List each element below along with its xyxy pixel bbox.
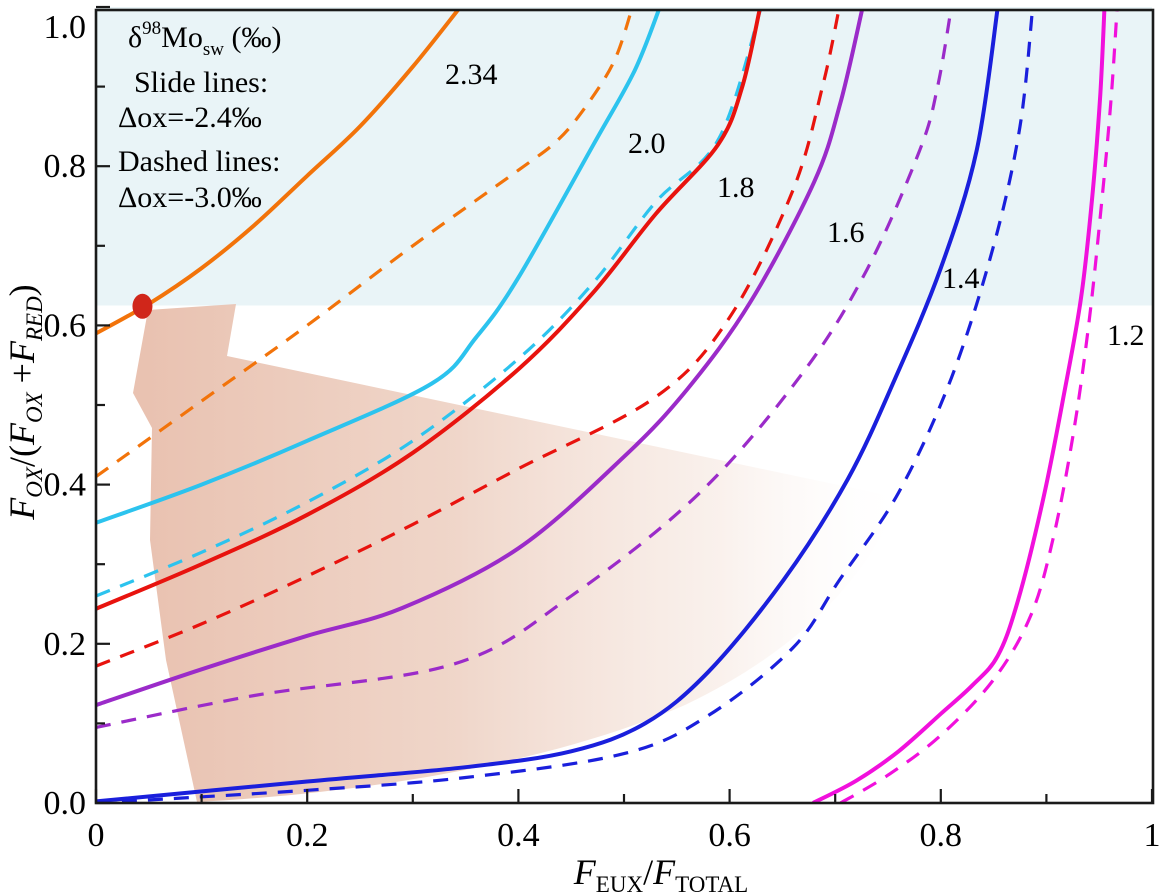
curve-18-solid <box>96 10 762 611</box>
curve-value-label-2: 2.0 <box>628 127 666 160</box>
y-tick-label: 0.0 <box>44 785 87 822</box>
curve-14-dashed <box>96 10 1035 804</box>
y-tick-label: 0.4 <box>44 467 87 504</box>
legend-block: δ98Mosw (‰) Slide lines: Δox=-2.4‰ Dashe… <box>118 18 281 214</box>
curve-16-dashed <box>96 10 953 729</box>
curve-value-label-14: 1.4 <box>942 262 980 295</box>
curve-234-dashed <box>96 10 634 478</box>
curve-14-solid <box>96 10 1000 804</box>
trend-arrow <box>133 304 900 802</box>
y-tick-label: 0.2 <box>44 626 87 663</box>
x-tick-label: 0.6 <box>708 817 751 854</box>
curve-12-dashed <box>839 10 1119 804</box>
plot-layers: 0 0.2 0.4 0.6 0.8 1 0.0 0.2 0.4 0.6 0.8 1.0 2.34 2.0 1… <box>44 5 1161 854</box>
x-tick-label: 0 <box>88 817 105 854</box>
curve-2-solid <box>96 10 661 525</box>
x-tick-label: 0.2 <box>286 817 329 854</box>
y-axis-title: FOX/(FOX +FRED) <box>2 284 47 520</box>
curve-value-label-234: 2.34 <box>445 58 498 91</box>
svg-text:FOX/(FOX +FRED): FOX/(FOX +FRED) <box>2 284 47 520</box>
legend-dashed-label: Dashed lines: <box>118 145 280 178</box>
y-tick-label: 0.6 <box>44 307 87 344</box>
x-tick-label: 0.8 <box>920 817 963 854</box>
curve-value-label-16: 1.6 <box>827 216 865 249</box>
curve-234-solid <box>96 10 461 336</box>
curve-16-solid <box>96 10 865 707</box>
y-tick-label: 0.8 <box>44 148 87 185</box>
curve-18-dashed <box>96 10 841 668</box>
curve-value-label-12: 1.2 <box>1107 319 1145 352</box>
curve-value-label-18: 1.8 <box>717 171 755 204</box>
x-tick-label: 0.4 <box>497 817 540 854</box>
curves-layer <box>96 10 1119 804</box>
legend-title: δ98Mosw (‰) <box>128 18 281 60</box>
legend-solid-label: Slide lines: <box>134 66 268 99</box>
red-dot-marker <box>132 293 153 319</box>
x-tick-label: 1 <box>1144 817 1161 854</box>
curve-12-solid <box>812 10 1107 804</box>
legend-dashed-value: Δox=-3.0‰ <box>118 181 262 214</box>
x-axis-title: FEUX/FTOTAL <box>573 852 748 894</box>
legend-solid-value: Δox=-2.4‰ <box>118 101 262 134</box>
y-tick-label: 1.0 <box>44 9 87 46</box>
